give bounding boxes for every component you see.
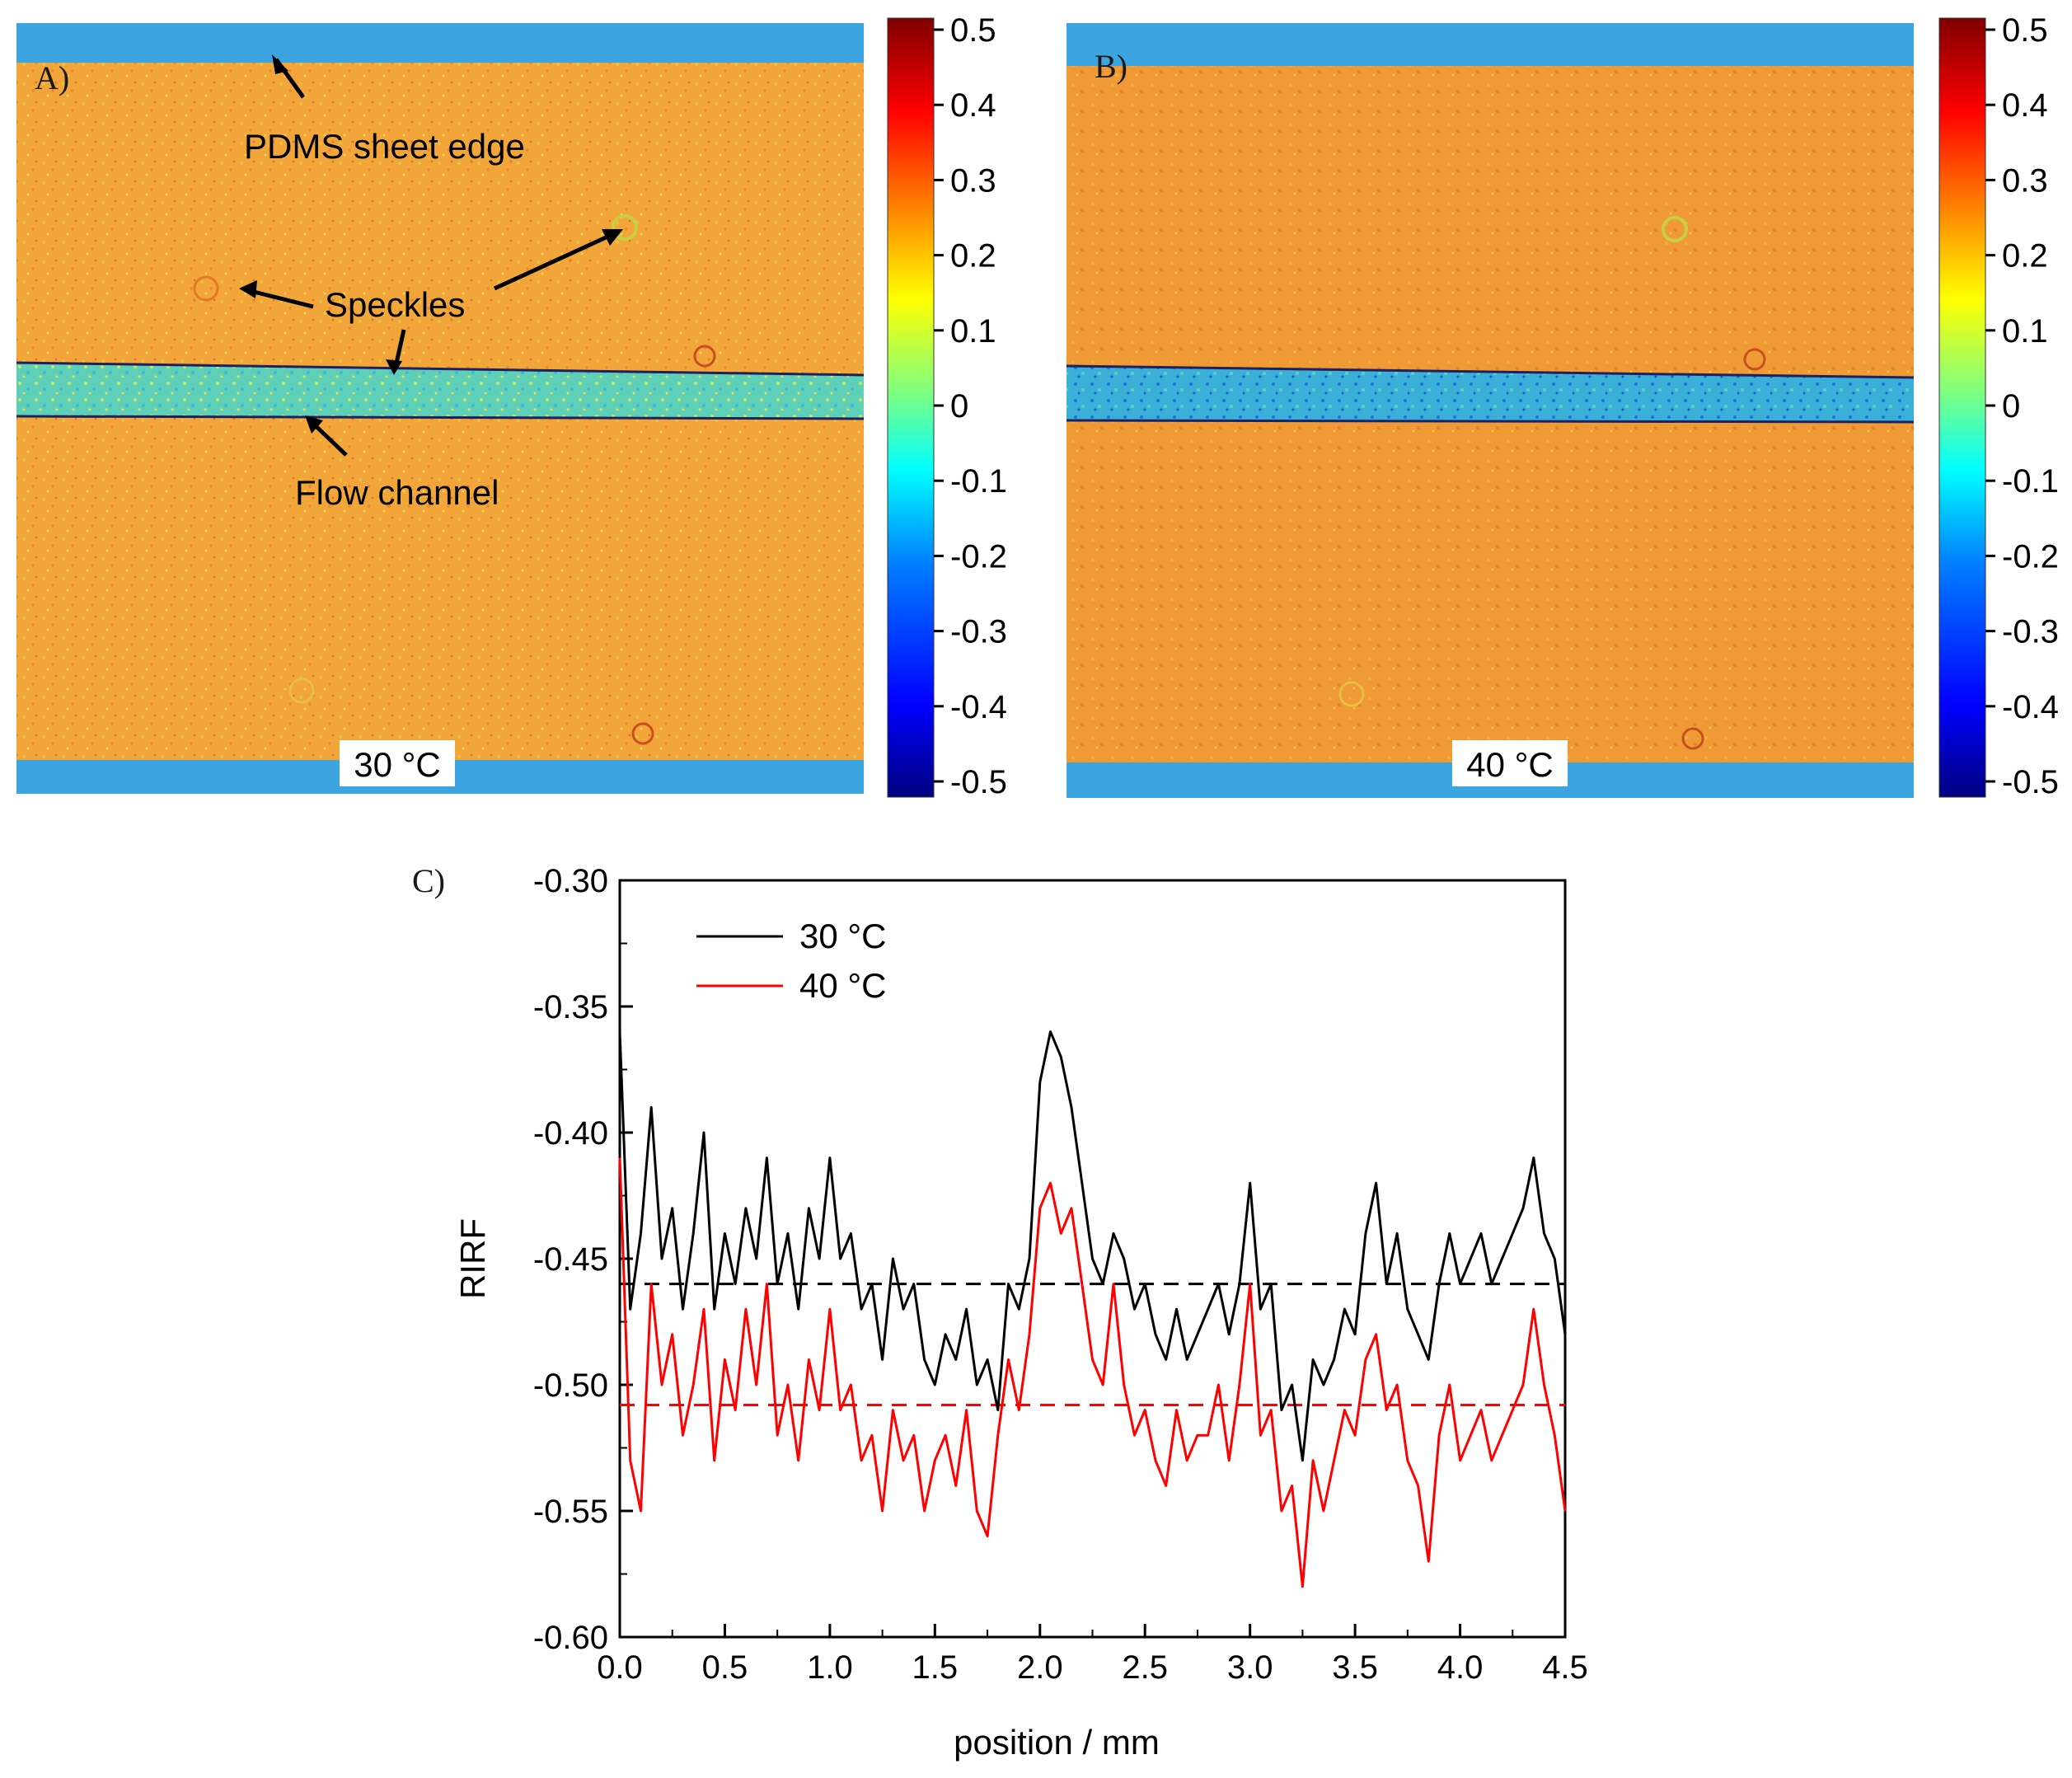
panel-a-temp-label: 30 °C — [354, 745, 441, 784]
y-tick-label: -0.50 — [533, 1368, 608, 1404]
x-tick-label: 1.5 — [912, 1649, 959, 1686]
colorbar-tick-label: -0.3 — [2002, 614, 2059, 650]
colorbar-tick-label: -0.1 — [950, 463, 1007, 500]
colorbar-b-ticks: 0.5 0.4 0.3 0.2 0.1 0 -0.1 -0.2 -0.3 -0.4 -0.5 — [1985, 12, 2059, 800]
panel-c-letter: C) — [412, 862, 445, 899]
colorbar-tick-label: -0.2 — [950, 538, 1007, 575]
arrow-flow — [310, 420, 348, 457]
arrowhead — [602, 229, 623, 246]
colorbar-b — [1938, 17, 1986, 798]
speckle-ring — [612, 214, 638, 241]
x-axis-label: position / mm — [954, 1723, 1160, 1762]
panel-b-letter: B) — [1095, 48, 1127, 85]
panel-b-temp-label: 40 °C — [1466, 745, 1554, 784]
colorbar-tick-label: 0.3 — [950, 162, 996, 199]
colorbar-tick-label: -0.5 — [950, 764, 1007, 800]
series-line-0 — [618, 1030, 1567, 1462]
panel-b: B) 40 °C 0.5 0.4 0.3 0.2 0.1 0 -0.1 -0.2 -0.3 -0.… — [1066, 12, 2059, 800]
colorbar-tick-label: 0.2 — [2002, 238, 2048, 274]
panel-b-flow-channel — [1066, 366, 1914, 422]
colorbar-tick-label: 0.2 — [950, 238, 996, 274]
panel-c: C) 0.0 0.5 1.0 1.5 2.0 2.5 3.0 3.5 4.0 4.5 -0.30 -0… — [412, 862, 1588, 1762]
colorbar-tick-label: -0.2 — [2002, 538, 2059, 575]
annotation-speckles: Speckles — [325, 285, 465, 324]
legend-label-30: 30 °C — [799, 917, 887, 955]
speckle-ring — [1681, 727, 1704, 750]
colorbar-tick-label: 0.3 — [2002, 162, 2048, 199]
arrow-speckles-right — [493, 232, 615, 291]
x-tick-label: 0.5 — [702, 1649, 748, 1686]
x-tick-label: 2.5 — [1122, 1649, 1168, 1686]
panel-b-temp-box — [1452, 740, 1568, 786]
colorbar-tick-label: 0 — [950, 388, 968, 425]
arrow-speckles-left — [246, 288, 314, 309]
y-tick-label: -0.45 — [533, 1241, 608, 1278]
speckle-ring — [193, 275, 219, 302]
colorbar-tick-label: -0.4 — [2002, 689, 2059, 725]
x-tick-label: 0.0 — [597, 1649, 643, 1686]
panel-a-flow-channel — [16, 363, 864, 419]
speckle-ring — [1743, 348, 1766, 371]
panel-a-temp-box — [340, 740, 455, 786]
panel-a-top-edge — [16, 23, 864, 63]
colorbar-tick-label: 0.4 — [2002, 87, 2048, 124]
arrowhead — [386, 359, 402, 375]
annotation-flow: Flow channel — [295, 473, 499, 512]
x-tick-label: 1.0 — [807, 1649, 853, 1686]
legend: 30 °C 40 °C — [696, 917, 887, 1005]
arrowhead — [305, 415, 323, 434]
series-line-1 — [618, 1157, 1567, 1588]
panel-a: A) PDMS sheet edge Speckles Flow channel… — [16, 12, 1007, 800]
speckle-ring — [288, 678, 315, 704]
x-tick-label: 4.5 — [1542, 1649, 1588, 1686]
colorbar-tick-label: 0.4 — [950, 87, 996, 124]
colorbar-a — [887, 17, 935, 798]
x-tick-label: 3.0 — [1227, 1649, 1273, 1686]
speckle-ring — [1338, 681, 1365, 707]
colorbar-tick-label: 0.1 — [950, 313, 996, 350]
colorbar-tick-label: -0.4 — [950, 689, 1007, 725]
speckle-ring — [1662, 216, 1688, 242]
y-tick-label: -0.30 — [533, 863, 608, 899]
arrowhead — [272, 54, 288, 74]
x-tick-label: 3.5 — [1332, 1649, 1378, 1686]
panel-a-letter: A) — [35, 59, 69, 96]
colorbar-tick-label: 0.1 — [2002, 313, 2048, 350]
plot-ticks: 0.0 0.5 1.0 1.5 2.0 2.5 3.0 3.5 4.0 4.5 -0.30 -0.35… — [533, 863, 1588, 1686]
annotation-pdms: PDMS sheet edge — [244, 127, 525, 166]
colorbar-a-ticks: 0.5 0.4 0.3 0.2 0.1 0 -0.1 -0.2 -0.3 -0.4 -0.5 — [934, 12, 1007, 800]
y-tick-label: -0.40 — [533, 1115, 608, 1152]
colorbar-tick-label: 0.5 — [2002, 12, 2048, 49]
x-tick-label: 2.0 — [1017, 1649, 1063, 1686]
colorbar-tick-label: -0.3 — [950, 614, 1007, 650]
legend-label-40: 40 °C — [799, 966, 887, 1005]
plot-series — [618, 1030, 1567, 1588]
x-tick-label: 4.0 — [1437, 1649, 1484, 1686]
speckle-ring — [631, 722, 654, 745]
y-tick-label: -0.35 — [533, 989, 608, 1025]
y-tick-label: -0.55 — [533, 1494, 608, 1530]
y-axis-label: RIRF — [453, 1218, 492, 1299]
colorbar-tick-label: -0.5 — [2002, 764, 2059, 800]
arrowhead — [239, 280, 257, 298]
colorbar-tick-label: 0 — [2002, 388, 2020, 425]
colorbar-tick-label: 0.5 — [950, 12, 996, 49]
speckle-ring — [693, 345, 716, 368]
y-tick-label: -0.60 — [533, 1620, 608, 1656]
panel-b-top-edge — [1066, 23, 1914, 66]
colorbar-tick-label: -0.1 — [2002, 463, 2059, 500]
